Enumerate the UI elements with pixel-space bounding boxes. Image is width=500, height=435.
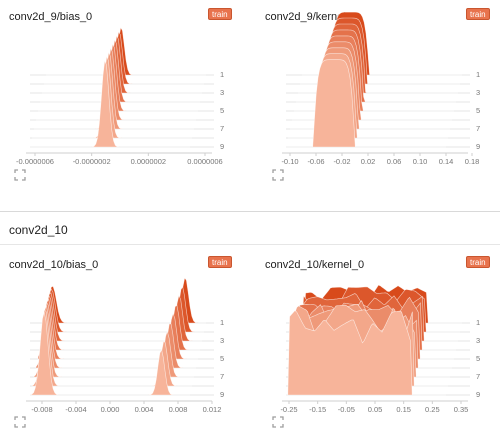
x-tick-label: 0.0000006 (187, 157, 222, 166)
x-tick-label: -0.06 (307, 157, 324, 166)
histogram-ridge (39, 295, 200, 351)
step-label: 1 (220, 70, 224, 79)
section-divider (0, 211, 500, 212)
histogram-ridge (32, 55, 192, 139)
step-label: 3 (476, 336, 480, 345)
expand-icon[interactable] (272, 169, 284, 181)
histogram-ridge (36, 47, 196, 121)
histogram-ridge (286, 59, 446, 148)
x-tick-label: -0.10 (281, 157, 298, 166)
step-label: 3 (220, 336, 224, 345)
step-label: 9 (476, 142, 480, 151)
histogram-ridge (34, 51, 194, 130)
x-tick-label: 0.012 (203, 405, 222, 414)
histogram-ridge (46, 26, 206, 76)
run-chip[interactable]: train (208, 8, 232, 20)
histogram-chart: -0.25 -0.15 -0.05 0.05 0.15 0.25 0.35 1 3 5 7 9 (280, 284, 480, 414)
card-title: conv2d_9/kernel_0 (265, 11, 358, 23)
histogram-ridge (30, 59, 190, 148)
section-divider (0, 244, 500, 245)
step-label: 5 (476, 106, 480, 115)
card-title: conv2d_9/bias_0 (9, 11, 93, 23)
expand-icon[interactable] (14, 416, 26, 428)
histogram-card: conv2d_10/bias_0 train -0.008 -0.004 0.000… (0, 248, 240, 435)
x-tick-label: -0.15 (309, 405, 326, 414)
x-tick-label: 0.15 (396, 405, 411, 414)
step-label: 5 (220, 106, 224, 115)
histogram-card: conv2d_9/kernel_0 train -0.10 -0.06 -0.02 0… (256, 0, 496, 200)
x-tick-label: -0.008 (31, 405, 52, 414)
section-title[interactable]: conv2d_10 (9, 223, 68, 237)
histogram-card: conv2d_10/kernel_0 train -0.25 -0.15 -0.05… (256, 248, 496, 435)
x-tick-label: -0.05 (338, 405, 355, 414)
expand-icon[interactable] (272, 416, 284, 428)
x-tick-label: 0.004 (135, 405, 154, 414)
x-tick-label: -0.02 (333, 157, 350, 166)
histogram-card: conv2d_9/bias_0 train -0.0000006 -0.00000… (0, 0, 240, 200)
histogram-chart: -0.0000006 -0.0000002 0.0000002 0.0000006 1 3… (16, 26, 224, 166)
histogram-chart: -0.008 -0.004 0.000 0.004 0.008 0.012 1 3 5 7 9 (26, 277, 224, 414)
x-tick-label: -0.0000006 (16, 157, 54, 166)
step-label: 7 (476, 124, 480, 133)
x-tick-label: 0.18 (465, 157, 480, 166)
x-tick-label: 0.35 (454, 405, 469, 414)
histogram-ridge (42, 34, 202, 94)
card-title: conv2d_10/kernel_0 (265, 259, 365, 271)
histogram-ridge (286, 310, 446, 396)
histogram-ridge (29, 312, 190, 396)
x-tick-label: 0.06 (387, 157, 402, 166)
expand-icon[interactable] (14, 169, 26, 181)
card-title: conv2d_10/bias_0 (9, 259, 99, 271)
x-tick-label: -0.004 (65, 405, 86, 414)
x-tick-label: 0.02 (361, 157, 376, 166)
step-label: 5 (220, 354, 224, 363)
histogram-ridge (40, 39, 200, 103)
histogram-chart: -0.10 -0.06 -0.02 0.02 0.06 0.10 0.14 0.18 1 3 5 7 9 (281, 11, 480, 166)
step-label: 1 (476, 70, 480, 79)
step-label: 1 (220, 318, 224, 327)
x-tick-label: -0.0000002 (73, 157, 111, 166)
x-tick-label: 0.0000002 (131, 157, 166, 166)
histogram-ridge (44, 30, 204, 85)
x-tick-label: 0.14 (439, 157, 454, 166)
step-label: 7 (476, 372, 480, 381)
step-label: 9 (476, 390, 480, 399)
step-label: 9 (220, 390, 224, 399)
histogram-ridge (290, 47, 450, 130)
step-label: 3 (220, 88, 224, 97)
step-label: 5 (476, 354, 480, 363)
step-label: 9 (220, 142, 224, 151)
x-tick-label: 0.05 (368, 405, 383, 414)
run-chip[interactable]: train (466, 8, 490, 20)
step-label: 3 (476, 88, 480, 97)
step-label: 1 (476, 318, 480, 327)
step-label: 7 (220, 124, 224, 133)
x-tick-label: 0.10 (413, 157, 428, 166)
x-tick-label: -0.25 (280, 405, 297, 414)
x-tick-label: 0.008 (169, 405, 188, 414)
run-chip[interactable]: train (208, 256, 232, 268)
x-tick-label: 0.000 (101, 405, 120, 414)
histogram-ridge (38, 43, 198, 112)
run-chip[interactable]: train (466, 256, 490, 268)
x-tick-label: 0.25 (425, 405, 440, 414)
step-label: 7 (220, 372, 224, 381)
